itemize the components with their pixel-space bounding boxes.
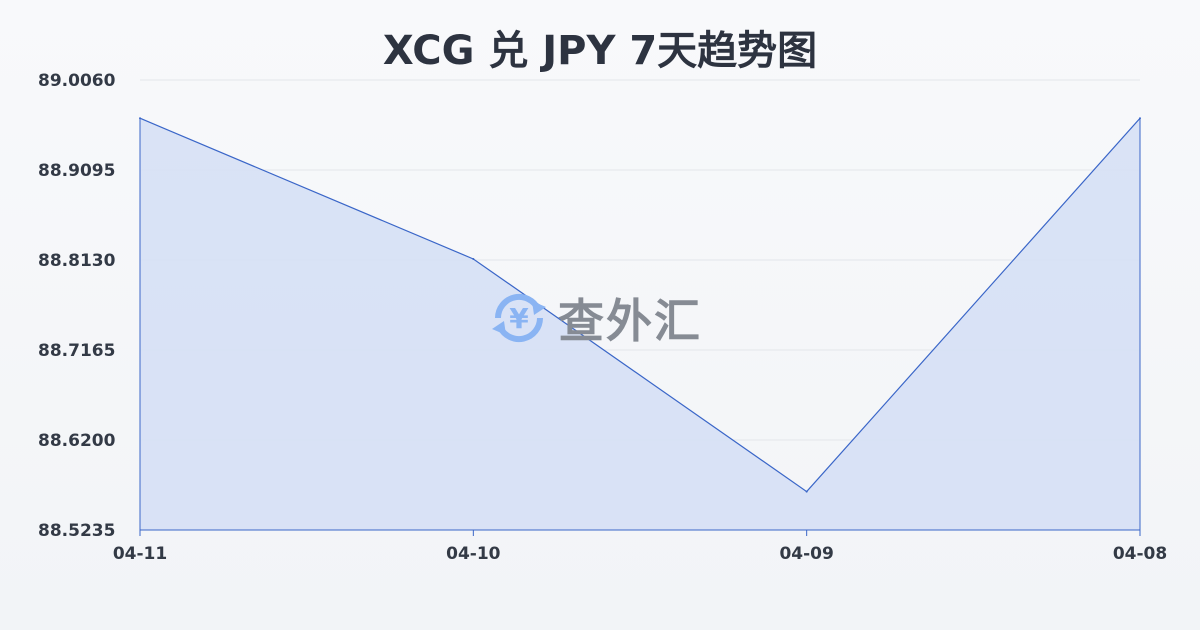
data-point xyxy=(805,490,808,493)
watermark-text: 查外汇 xyxy=(558,294,702,348)
y-tick-label: 89.0060 xyxy=(38,71,116,91)
y-tick-label: 88.7165 xyxy=(38,341,115,361)
y-tick-label: 88.6200 xyxy=(38,431,116,451)
x-tick-label: 04-09 xyxy=(779,544,833,564)
y-tick-label: 88.8130 xyxy=(38,251,116,271)
series-line xyxy=(139,117,1141,493)
x-tick-label: 04-10 xyxy=(446,544,501,564)
yen-exchange-icon: ¥ xyxy=(492,293,546,343)
y-tick-label: 88.5235 xyxy=(38,521,115,541)
x-tick-label: 04-11 xyxy=(113,544,167,564)
data-point xyxy=(139,117,141,120)
chart-title: XCG 兑 JPY 7天趋势图 xyxy=(382,28,818,74)
area-fill xyxy=(140,118,1140,530)
x-tick-label: 04-08 xyxy=(1113,544,1167,564)
data-point xyxy=(1139,117,1141,120)
svg-text:¥: ¥ xyxy=(509,302,529,335)
data-point xyxy=(472,257,475,260)
y-tick-label: 88.9095 xyxy=(38,161,115,181)
watermark: ¥ 查外汇 xyxy=(488,285,702,351)
